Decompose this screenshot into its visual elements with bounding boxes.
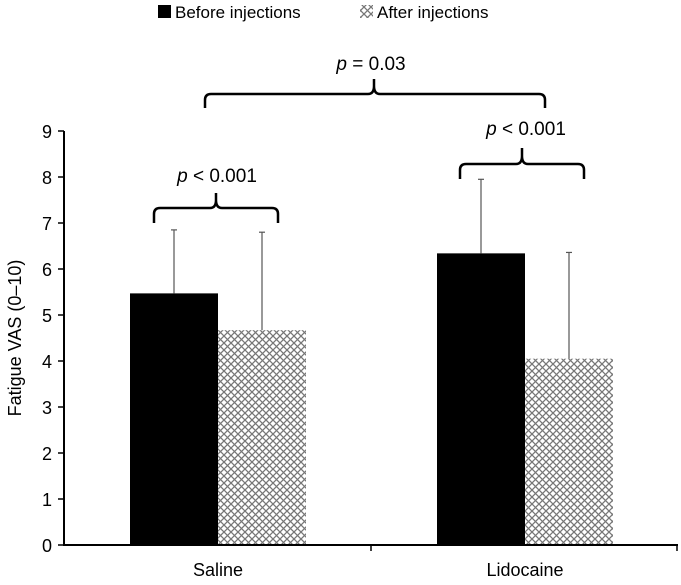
svg-text:p < 0.001: p < 0.001 <box>176 166 257 187</box>
p-symbol: p <box>485 119 497 140</box>
y-tick-label: 0 <box>42 536 52 556</box>
p-value-lidocaine: < 0.001 <box>497 119 566 140</box>
y-tick-label: 9 <box>42 122 52 142</box>
significance-bracket-lidocaine: p < 0.001 <box>458 119 586 179</box>
y-tick-label: 8 <box>42 168 52 188</box>
legend-label-after: After injections <box>377 3 489 22</box>
y-tick-label: 3 <box>42 398 52 418</box>
p-symbol: p <box>335 54 347 75</box>
bar-saline-after <box>218 330 306 545</box>
y-tick-label: 7 <box>42 214 52 234</box>
significance-bracket-between-groups: p = 0.03 <box>203 54 547 108</box>
svg-text:p = 0.03: p = 0.03 <box>335 54 405 75</box>
legend-label-before: Before injections <box>175 3 301 22</box>
p-value-saline: < 0.001 <box>188 166 257 187</box>
bar-saline-before <box>130 293 218 545</box>
svg-text:p < 0.001: p < 0.001 <box>485 119 566 140</box>
x-tick-label-saline: Saline <box>193 560 243 580</box>
p-value-between-groups: = 0.03 <box>347 54 406 75</box>
y-tick-label: 6 <box>42 260 52 280</box>
bar-lidocaine-before <box>437 253 525 546</box>
y-tick-label: 5 <box>42 306 52 326</box>
y-tick-label: 4 <box>42 352 52 372</box>
y-axis-label: Fatigue VAS (0–10) <box>5 260 25 417</box>
x-tick-label-lidocaine: Lidocaine <box>486 560 563 580</box>
legend-swatch-after <box>360 5 373 18</box>
y-tick-label: 2 <box>42 444 52 464</box>
legend: Before injections After injections <box>158 3 489 22</box>
y-tick-label: 1 <box>42 490 52 510</box>
p-symbol: p <box>176 166 188 187</box>
legend-swatch-before <box>158 5 171 18</box>
bar-lidocaine-after <box>525 358 613 545</box>
significance-bracket-saline: p < 0.001 <box>152 166 280 223</box>
